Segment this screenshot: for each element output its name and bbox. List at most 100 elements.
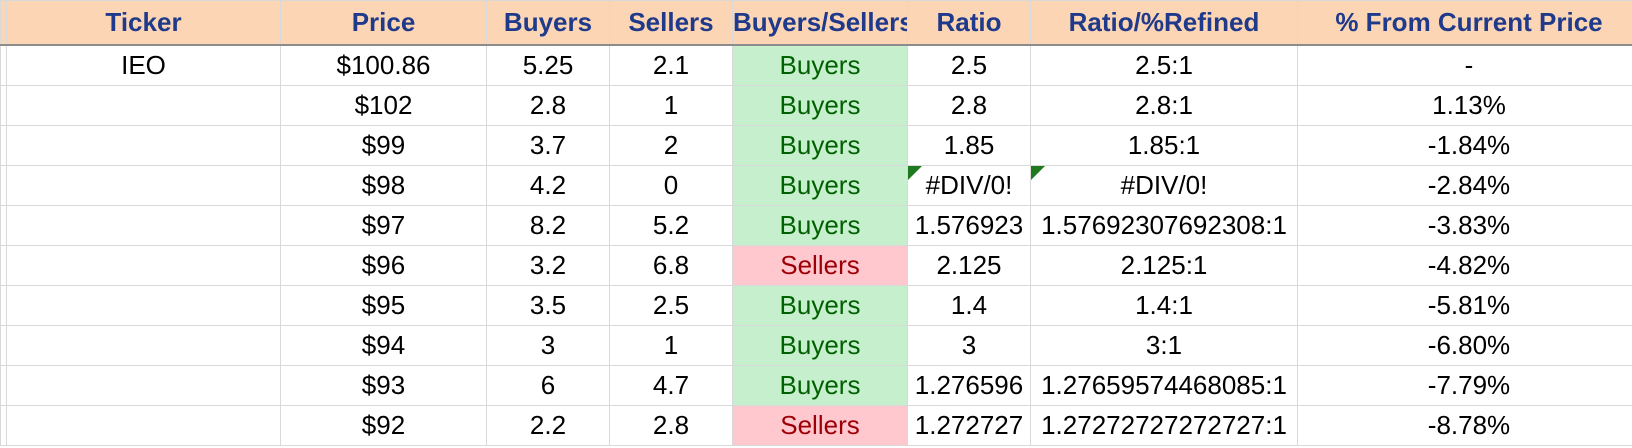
cell-buyers[interactable]: 8.2 bbox=[486, 205, 610, 246]
cell-pct-from-current[interactable]: -1.84% bbox=[1297, 125, 1632, 166]
cell-ratio[interactable]: 1.85 bbox=[907, 125, 1031, 166]
cell-pct-from-current[interactable]: -3.83% bbox=[1297, 205, 1632, 246]
cell-price[interactable]: $98 bbox=[280, 165, 487, 206]
cell-buyers-sellers[interactable]: Buyers bbox=[732, 205, 908, 246]
cell-buyers[interactable]: 2.2 bbox=[486, 405, 610, 446]
error-indicator-icon[interactable] bbox=[908, 166, 922, 180]
cell-sellers[interactable]: 4.7 bbox=[609, 365, 733, 406]
header-price[interactable]: Price bbox=[280, 0, 487, 46]
cell-ratio-refined[interactable]: 1.57692307692308:1 bbox=[1030, 205, 1298, 246]
cell-pct-from-current[interactable]: -7.79% bbox=[1297, 365, 1632, 406]
cell-ratio[interactable]: 1.4 bbox=[907, 285, 1031, 326]
cell-sellers[interactable]: 2.1 bbox=[609, 44, 733, 86]
header-ticker[interactable]: Ticker bbox=[6, 0, 281, 46]
cell-ratio[interactable]: 2.8 bbox=[907, 85, 1031, 126]
cell-ratio-refined-value: 2.5:1 bbox=[1135, 50, 1193, 80]
cell-price[interactable]: $94 bbox=[280, 325, 487, 366]
cell-pct-from-current[interactable]: -8.78% bbox=[1297, 405, 1632, 446]
cell-sellers[interactable]: 5.2 bbox=[609, 205, 733, 246]
cell-buyers-sellers[interactable]: Buyers bbox=[732, 85, 908, 126]
header-buyers-sellers[interactable]: Buyers/Sellers bbox=[732, 0, 908, 46]
cell-pct-from-current-value: -1.84% bbox=[1427, 130, 1511, 160]
cell-price[interactable]: $93 bbox=[280, 365, 487, 406]
cell-buyers-sellers-value: Buyers bbox=[779, 90, 861, 120]
cell-ratio[interactable]: 1.272727 bbox=[907, 405, 1031, 446]
cell-buyers-value: 5.25 bbox=[522, 50, 574, 80]
cell-ratio-refined[interactable]: #DIV/0! bbox=[1030, 165, 1298, 206]
cell-ratio[interactable]: 1.276596 bbox=[907, 365, 1031, 406]
cell-ticker[interactable] bbox=[6, 325, 281, 366]
cell-sellers[interactable]: 0 bbox=[609, 165, 733, 206]
cell-buyers-sellers[interactable]: Sellers bbox=[732, 405, 908, 446]
cell-ratio-refined[interactable]: 2.125:1 bbox=[1030, 245, 1298, 286]
cell-sellers[interactable]: 2.8 bbox=[609, 405, 733, 446]
cell-buyers-sellers[interactable]: Buyers bbox=[732, 44, 908, 86]
cell-price[interactable]: $97 bbox=[280, 205, 487, 246]
cell-ratio-refined[interactable]: 1.27272727272727:1 bbox=[1030, 405, 1298, 446]
cell-ticker[interactable]: IEO bbox=[6, 44, 281, 86]
error-indicator-icon[interactable] bbox=[1031, 166, 1045, 180]
cell-buyers[interactable]: 3 bbox=[486, 325, 610, 366]
cell-buyers-sellers[interactable]: Buyers bbox=[732, 285, 908, 326]
cell-price[interactable]: $95 bbox=[280, 285, 487, 326]
cell-sellers[interactable]: 1 bbox=[609, 325, 733, 366]
cell-sellers[interactable]: 6.8 bbox=[609, 245, 733, 286]
cell-buyers[interactable]: 3.5 bbox=[486, 285, 610, 326]
cell-ratio-refined[interactable]: 3:1 bbox=[1030, 325, 1298, 366]
cell-ratio[interactable]: #DIV/0! bbox=[907, 165, 1031, 206]
cell-buyers[interactable]: 4.2 bbox=[486, 165, 610, 206]
cell-ticker[interactable] bbox=[6, 285, 281, 326]
cell-sellers[interactable]: 1 bbox=[609, 85, 733, 126]
header-buyers[interactable]: Buyers bbox=[486, 0, 610, 46]
cell-ratio-refined[interactable]: 2.8:1 bbox=[1030, 85, 1298, 126]
cell-ticker[interactable] bbox=[6, 245, 281, 286]
cell-sellers[interactable]: 2.5 bbox=[609, 285, 733, 326]
cell-ratio-value: 2.8 bbox=[950, 90, 988, 120]
cell-pct-from-current[interactable]: -4.82% bbox=[1297, 245, 1632, 286]
header-pct-from-current[interactable]: % From Current Price bbox=[1297, 0, 1632, 46]
cell-ratio[interactable]: 1.576923 bbox=[907, 205, 1031, 246]
cell-ratio-refined[interactable]: 1.4:1 bbox=[1030, 285, 1298, 326]
cell-price[interactable]: $99 bbox=[280, 125, 487, 166]
cell-ratio-refined[interactable]: 2.5:1 bbox=[1030, 44, 1298, 86]
cell-sellers[interactable]: 2 bbox=[609, 125, 733, 166]
cell-price-value: $98 bbox=[361, 170, 406, 200]
cell-buyers[interactable]: 2.8 bbox=[486, 85, 610, 126]
cell-buyers[interactable]: 3.7 bbox=[486, 125, 610, 166]
cell-pct-from-current[interactable]: 1.13% bbox=[1297, 85, 1632, 126]
header-sellers[interactable]: Sellers bbox=[609, 0, 733, 46]
cell-buyers-sellers[interactable]: Buyers bbox=[732, 365, 908, 406]
cell-ratio[interactable]: 2.125 bbox=[907, 245, 1031, 286]
cell-ratio-refined[interactable]: 1.27659574468085:1 bbox=[1030, 365, 1298, 406]
cell-pct-from-current[interactable]: -2.84% bbox=[1297, 165, 1632, 206]
cell-pct-from-current[interactable]: - bbox=[1297, 44, 1632, 86]
header-ratio-refined[interactable]: Ratio/%Refined bbox=[1030, 0, 1298, 46]
cell-ticker[interactable] bbox=[6, 125, 281, 166]
cell-buyers-sellers[interactable]: Buyers bbox=[732, 125, 908, 166]
cell-buyers-sellers[interactable]: Buyers bbox=[732, 165, 908, 206]
cell-ticker[interactable] bbox=[6, 405, 281, 446]
cell-ticker[interactable] bbox=[6, 85, 281, 126]
cell-price[interactable]: $100.86 bbox=[280, 44, 487, 86]
cell-pct-from-current[interactable]: -6.80% bbox=[1297, 325, 1632, 366]
cell-price[interactable]: $92 bbox=[280, 405, 487, 446]
cell-ticker[interactable] bbox=[6, 205, 281, 246]
cell-buyers-sellers-value: Buyers bbox=[779, 50, 861, 80]
cell-price[interactable]: $102 bbox=[280, 85, 487, 126]
cell-ratio[interactable]: 2.5 bbox=[907, 44, 1031, 86]
cell-buyers[interactable]: 5.25 bbox=[486, 44, 610, 86]
header-ratio[interactable]: Ratio bbox=[907, 0, 1031, 46]
cell-buyers[interactable]: 6 bbox=[486, 365, 610, 406]
cell-buyers-sellers[interactable]: Sellers bbox=[732, 245, 908, 286]
cell-ticker[interactable] bbox=[6, 165, 281, 206]
cell-buyers[interactable]: 3.2 bbox=[486, 245, 610, 286]
cell-buyers-sellers-value: Buyers bbox=[779, 370, 861, 400]
cell-ratio-refined-value: 2.8:1 bbox=[1135, 90, 1193, 120]
cell-pct-from-current[interactable]: -5.81% bbox=[1297, 285, 1632, 326]
cell-ratio[interactable]: 3 bbox=[907, 325, 1031, 366]
cell-ratio-refined[interactable]: 1.85:1 bbox=[1030, 125, 1298, 166]
cell-buyers-sellers[interactable]: Buyers bbox=[732, 325, 908, 366]
cell-price[interactable]: $96 bbox=[280, 245, 487, 286]
cell-ticker[interactable] bbox=[6, 365, 281, 406]
